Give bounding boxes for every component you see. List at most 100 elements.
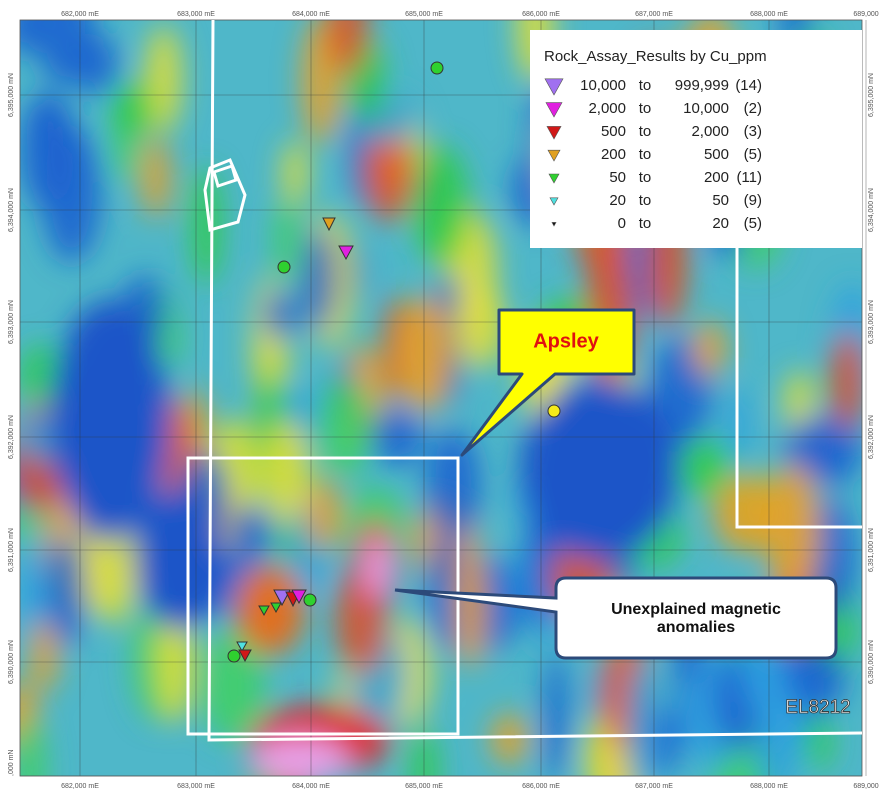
grid-label: 683,000 mE [177,783,215,790]
legend-count: (3) [744,123,762,140]
blob [235,565,305,655]
sample [227,649,241,663]
sample [322,217,336,232]
legend-count: (14) [735,77,762,94]
blob [20,717,47,776]
legend-symbol [545,102,563,118]
blob [135,490,225,630]
blob [306,478,342,551]
blob [426,428,481,540]
blob [250,738,350,776]
blob [675,436,733,499]
blob [366,538,390,598]
grid-label: 684,000 mE [292,11,330,18]
legend-from: 0 [618,215,626,232]
boundary-polygon [203,158,247,232]
anomaly-callout: Unexplained magnetic anomalies [394,576,838,660]
legend-title: Rock_Assay_Results by Cu_ppm [544,48,767,65]
callout-shape [460,308,636,457]
grid-label: 688,000 mE [750,783,788,790]
legend-to-word: to [639,123,652,140]
legend-to: 20 [712,215,729,232]
blob [411,727,439,776]
blob [229,505,274,556]
legend-symbol [549,197,559,206]
blob [202,630,265,742]
legend-symbol [548,173,560,184]
legend-from: 2,000 [588,100,626,117]
blob [71,33,119,95]
blob [83,511,138,624]
legend-to-word: to [639,100,652,117]
legend-from: 50 [609,169,626,186]
blob [282,140,308,205]
legend-to-word: to [639,215,652,232]
blob [455,282,506,369]
sample [270,602,282,614]
grid-label: 6,393,000 mN [8,300,15,344]
blob [396,295,454,413]
sample [238,649,252,663]
callout-shape [394,576,838,660]
grid-label: 6,394,000 mN [868,188,875,232]
blob [327,20,369,74]
blob [261,420,311,528]
map-frame [19,19,863,777]
legend-count: (5) [744,146,762,163]
blob [713,474,780,553]
grid-label: 689,000 [853,11,878,18]
blob [20,91,77,210]
grid-label: 6,393,000 mN [868,300,875,344]
legend-to-word: to [639,77,652,94]
legend-symbol [544,78,564,96]
blob [46,533,87,647]
sample [291,589,307,605]
sample [273,589,291,607]
legend-to-word: to [639,169,652,186]
grid-label: 689,000 [853,783,878,790]
legend: Rock_Assay_Results by Cu_ppm 10,000 to 999… [544,48,767,232]
callout-text-box: Unexplained magnetic anomalies [611,601,781,636]
sample [547,404,561,418]
legend-box [530,30,862,248]
grid-label: 6,391,000 mN [8,528,15,572]
blob [625,659,660,776]
legend-symbol [547,149,561,162]
sample [236,641,248,653]
grid-label: 6,394,000 mN [8,188,15,232]
apsley-callout: Apsley [460,308,636,457]
grid-label: 682,000 mE [61,11,99,18]
legend-count: (9) [744,192,762,209]
legend-from: 20 [609,192,626,209]
blob [829,331,862,429]
sample [277,260,291,274]
blob [273,197,301,281]
legend-count: (11) [736,169,762,186]
grid-label: 685,000 mE [405,11,443,18]
sample [258,605,270,617]
legend-to: 50 [712,192,729,209]
blob [141,137,171,218]
blob [113,81,155,136]
legend-to: 500 [704,146,729,163]
blob [520,380,680,560]
legend-count: (2) [744,100,762,117]
licence-label: EL8212 [785,697,851,718]
samples [227,61,561,663]
legend-symbol [551,222,557,227]
grid-label: 687,000 mE [635,783,673,790]
blob [263,289,297,341]
legend-from: 500 [601,123,626,140]
grid-label: 6,395,000 mN [8,73,15,117]
grid-label: 686,000 mE [522,783,560,790]
grid-label: 683,000 mE [177,11,215,18]
grid-label: 688,000 mE [750,11,788,18]
grid-label: 6,395,000 mN [868,73,875,117]
grid-label: 6,392,000 mN [868,415,875,459]
legend-to: 200 [704,169,729,186]
blob [316,378,374,476]
blob [191,166,222,286]
legend-to-word: to [639,192,652,209]
grid-label: 6,391,000 mN [868,528,875,572]
